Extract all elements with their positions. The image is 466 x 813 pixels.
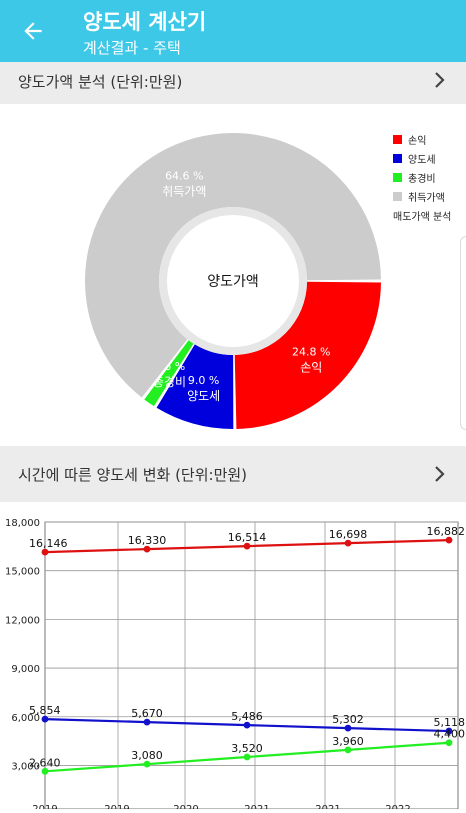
y-tick-label: 12,000 [5, 615, 40, 626]
y-tick-label: 3,000 [11, 761, 40, 772]
y-tick-label: 6,000 [11, 713, 40, 724]
data-label: 5,302 [332, 713, 364, 726]
chevron-right-icon[interactable] [434, 465, 446, 483]
pie-slice-label: 손익 [300, 360, 322, 374]
pie-slice-label: 총경비 [153, 375, 186, 389]
pie-section-title: 양도가액 분석 (단위:만원) [18, 73, 183, 91]
data-point [445, 739, 453, 747]
legend-item-expense: 총경비 [393, 168, 451, 187]
y-tick-label: 18,000 [5, 518, 40, 529]
line-section-header[interactable]: 시간에 따른 양도세 변화 (단위:만원) [0, 446, 466, 502]
data-point [243, 721, 251, 729]
line-section-title: 시간에 따른 양도세 변화 (단위:만원) [18, 466, 248, 484]
x-tick-label: 2020 [173, 804, 198, 809]
data-point [243, 542, 251, 550]
pie-slice-2 [144, 340, 194, 407]
data-label: 5,854 [29, 704, 61, 717]
data-point [445, 536, 453, 544]
data-label: 16,146 [29, 537, 68, 550]
data-label: 16,882 [427, 525, 466, 538]
x-tick-label: 2019 [104, 804, 129, 809]
data-label: 4,400 [434, 728, 466, 741]
legend-swatch [393, 154, 402, 163]
legend-label: 양도세 [408, 155, 436, 166]
data-point [143, 718, 151, 726]
data-point [344, 746, 352, 754]
pie-percent-label: 9.0 % [188, 374, 219, 387]
pie-section-header[interactable]: 양도가액 분석 (단위:만원) [0, 62, 466, 104]
legend-label: 취득가액 [408, 193, 445, 204]
pie-percent-label: 24.8 % [292, 345, 330, 358]
data-point [344, 539, 352, 547]
pie-chart-card: 24.8 % 손익 9.0 % 양도세 1.6 % 총경비 64.6 % 취득가액 양도가액 [0, 104, 466, 446]
data-point [344, 724, 352, 732]
data-point [445, 727, 453, 735]
x-tick-label: 2022 [385, 804, 410, 809]
arrow-left-icon[interactable] [20, 18, 46, 44]
legend-item-tax: 양도세 [393, 149, 451, 168]
page-subtitle: 계산결과 - 주택 [83, 39, 181, 57]
data-label: 5,486 [231, 710, 263, 723]
legend-label: 총경비 [408, 174, 436, 185]
data-label: 16,514 [228, 531, 267, 544]
data-point [41, 715, 49, 723]
pie-percent-label: 64.6 % [165, 169, 203, 182]
scroll-indicator[interactable] [460, 236, 466, 430]
data-point [143, 545, 151, 553]
data-point [41, 548, 49, 556]
data-label: 3,960 [332, 735, 364, 748]
data-point [143, 760, 151, 768]
data-label: 3,080 [131, 749, 163, 762]
data-label: 3,520 [231, 742, 263, 755]
line-chart-card: 3,000 6,000 9,000 12,000 15,000 18,000 2019 201… [0, 502, 466, 813]
data-label: 16,330 [128, 534, 167, 547]
chevron-right-icon[interactable] [434, 71, 446, 89]
data-label: 2,640 [29, 756, 61, 769]
pie-slice-1 [156, 344, 234, 429]
line-chart: 3,000 6,000 9,000 12,000 15,000 18,000 2019 201… [5, 518, 466, 813]
donut-hole [167, 215, 299, 347]
x-tick-label: 2019 [32, 804, 57, 809]
x-tick-label: 2021 [315, 804, 340, 809]
data-point [243, 753, 251, 761]
pie-slice-label: 양도세 [187, 389, 220, 403]
legend-swatch [393, 173, 402, 182]
legend-swatch [393, 135, 402, 144]
data-label: 5,118 [434, 716, 466, 729]
y-tick-label: 15,000 [5, 567, 40, 578]
data-point [41, 767, 49, 775]
data-label: 5,670 [131, 707, 163, 720]
donut-center-label: 양도가액 [207, 274, 259, 290]
legend-item-acquisition: 취득가액 [393, 187, 451, 206]
pie-legend: 손익 양도세 총경비 취득가액 매도가액 분석 [393, 130, 451, 223]
data-label: 16,698 [329, 528, 368, 541]
legend-label: 손익 [408, 136, 427, 147]
pie-slice-0 [234, 281, 381, 429]
y-tick-label: 9,000 [11, 664, 40, 675]
page-title: 양도세 계산기 [83, 10, 207, 34]
legend-item-profit: 손익 [393, 130, 451, 149]
x-tick-label: 2021 [244, 804, 269, 809]
pie-slice-label: 취득가액 [162, 184, 206, 198]
app-bar: 양도세 계산기 계산결과 - 주택 [0, 0, 466, 62]
legend-swatch [393, 192, 402, 201]
pie-slice-3 [85, 133, 381, 398]
legend-description: 매도가액 분석 [393, 212, 452, 223]
